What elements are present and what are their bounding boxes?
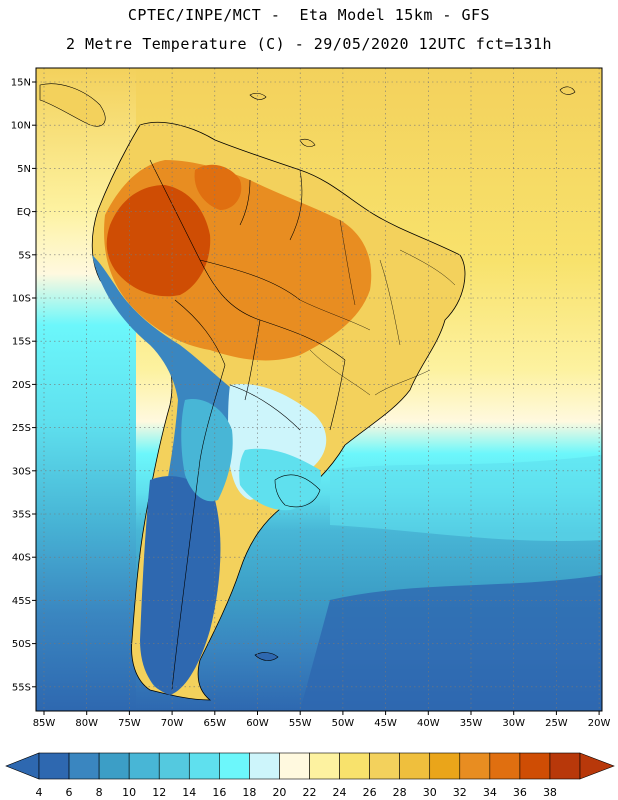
lon-label: 35W	[460, 718, 483, 729]
colorbar-segment	[399, 752, 431, 780]
colorbar-tick-label: 34	[483, 786, 497, 799]
colorbar-segment	[219, 752, 250, 780]
colorbar-segment	[128, 752, 160, 780]
colorbar-tick-label: 30	[423, 786, 437, 799]
colorbar-tick-label: 8	[96, 786, 103, 799]
lon-label: 60W	[246, 718, 269, 729]
colorbar-tick-label: 32	[453, 786, 467, 799]
colorbar-segment	[369, 752, 400, 780]
colorbar-segment	[309, 752, 340, 780]
falkland-islands	[254, 652, 279, 661]
lon-label: 75W	[118, 718, 141, 729]
lon-label: 80W	[75, 718, 98, 729]
lat-label: 40S	[12, 553, 31, 564]
chart-title-line-1: CPTEC/INPE/MCT - Eta Model 15km - GFS	[127, 6, 491, 24]
colorbar: 4 6 8 10 12 14 16 18 20 22 24 26 28 30 32 34 36 38	[5, 752, 615, 799]
central-andes-mid	[181, 399, 233, 502]
colorbar-tick-label: 10	[122, 786, 136, 799]
lat-label: 10N	[11, 121, 31, 132]
colorbar-tick-label: 14	[182, 786, 196, 799]
lon-label: 30W	[502, 718, 525, 729]
south-atlantic-deep-cold	[300, 575, 602, 711]
longitude-axis: 85W 80W 75W 70W 65W 60W 55W 50W 45W 40W 35W 30W 25W 2…	[33, 711, 611, 729]
colorbar-segment	[279, 752, 310, 780]
colorbar-tick-label: 26	[363, 786, 377, 799]
colorbar-tick-label: 38	[543, 786, 557, 799]
chart-title-line-2: 2 Metre Temperature (C) - 29/05/2020 12U…	[65, 35, 553, 53]
colorbar-high-arrow	[579, 752, 615, 780]
lat-label: 35S	[12, 510, 31, 521]
western-amazon-hottest	[106, 185, 211, 297]
lat-label: 45S	[12, 596, 31, 607]
colorbar-tick-label: 4	[36, 786, 43, 799]
lat-label: 20S	[12, 380, 31, 391]
lat-label: 5N	[17, 164, 31, 175]
lat-lon-grid	[36, 68, 602, 711]
lon-label: 55W	[289, 718, 312, 729]
country-borders	[149, 159, 346, 691]
lon-label: 85W	[33, 718, 56, 729]
lon-label: 40W	[417, 718, 440, 729]
colorbar-tick-label: 12	[152, 786, 166, 799]
colorbar-segment	[429, 752, 461, 780]
colorbar-segment	[459, 752, 491, 780]
colorbar-segment	[339, 752, 370, 780]
lat-label: 50S	[12, 639, 31, 650]
lat-label: 10S	[12, 294, 31, 305]
lon-label: 25W	[545, 718, 568, 729]
colorbar-segment	[68, 752, 100, 780]
lat-label: 55S	[12, 682, 31, 693]
latitude-axis: 15N 10N 5N EQ 5S 10S 15S 20S 25S 30S 35S 40S 45S 50S 5…	[11, 78, 36, 693]
colorbar-tick-label: 18	[242, 786, 256, 799]
colorbar-low-arrow	[5, 752, 40, 780]
colorbar-tick-label: 24	[333, 786, 347, 799]
colorbar-tick-label: 20	[272, 786, 286, 799]
lat-label: 15N	[11, 78, 31, 89]
lon-label: 70W	[161, 718, 184, 729]
lat-label: 5S	[18, 250, 31, 261]
lon-label: 20W	[588, 718, 611, 729]
colorbar-segment	[549, 752, 581, 780]
colorbar-segment	[519, 752, 551, 780]
northern-hot-spot	[194, 164, 242, 210]
colorbar-segment	[38, 752, 70, 780]
lat-label: EQ	[17, 207, 31, 218]
temperature-map	[36, 68, 602, 711]
colorbar-segment	[249, 752, 280, 780]
colorbar-tick-label: 6	[66, 786, 73, 799]
pampas-cool	[239, 448, 321, 511]
colorbar-tick-label: 16	[212, 786, 226, 799]
lat-label: 15S	[12, 337, 31, 348]
colorbar-segment	[98, 752, 130, 780]
colorbar-tick-label: 22	[303, 786, 317, 799]
colorbar-tick-label: 36	[513, 786, 527, 799]
colorbar-segment	[158, 752, 190, 780]
lat-label: 25S	[12, 423, 31, 434]
lon-label: 45W	[374, 718, 397, 729]
state-borders	[299, 219, 456, 396]
lon-label: 65W	[203, 718, 226, 729]
lon-label: 50W	[332, 718, 355, 729]
map-frame	[35, 67, 603, 712]
patagonia-cold	[140, 476, 221, 695]
south-atlantic-cold-band	[330, 455, 602, 542]
lat-label: 30S	[12, 466, 31, 477]
colorbar-tick-label: 28	[393, 786, 407, 799]
colorbar-segment	[188, 752, 220, 780]
colorbar-segment	[489, 752, 521, 780]
caribbean-islands	[39, 83, 576, 147]
